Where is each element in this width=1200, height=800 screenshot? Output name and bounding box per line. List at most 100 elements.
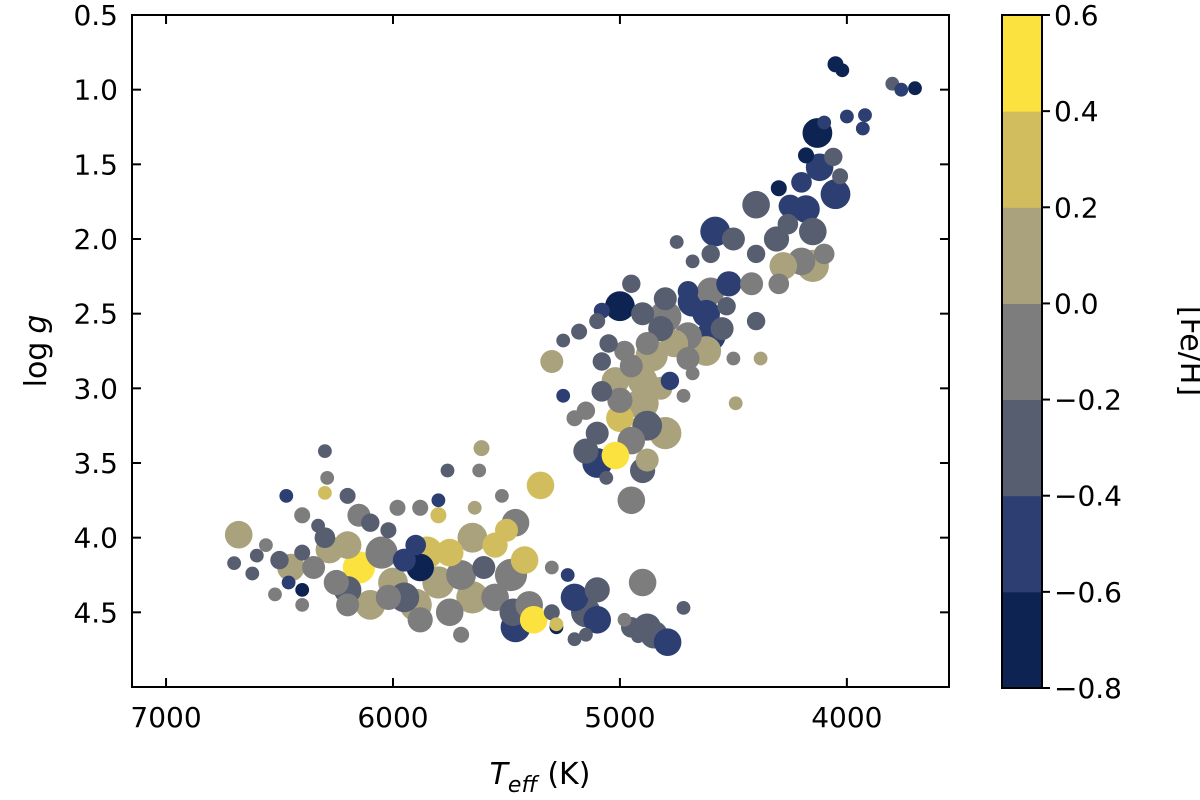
star-point xyxy=(380,522,397,539)
colorbar-bins xyxy=(1002,15,1042,689)
star-point xyxy=(653,287,677,311)
star-point xyxy=(589,313,606,330)
star-point xyxy=(342,551,375,584)
star-point xyxy=(560,583,589,612)
colorbar-bin xyxy=(1002,303,1042,401)
y-tick-label: 0.5 xyxy=(73,0,118,32)
star-point xyxy=(318,486,332,500)
star-point xyxy=(631,629,645,644)
star-point xyxy=(605,291,635,322)
colorbar-tick-label: −0.4 xyxy=(1054,480,1122,513)
star-point xyxy=(333,531,362,559)
star-point xyxy=(894,82,909,97)
star-point xyxy=(544,560,559,575)
colorbar-bin xyxy=(1002,591,1042,689)
star-point xyxy=(721,227,745,251)
star-point xyxy=(717,297,736,316)
x-tick-label: 5000 xyxy=(584,701,655,734)
x-tick-label: 7000 xyxy=(130,701,201,734)
star-point xyxy=(567,632,582,647)
star-point xyxy=(599,471,614,485)
star-point xyxy=(435,598,464,627)
y-axis-title-main: log xyxy=(19,342,54,388)
star-point xyxy=(389,499,406,516)
star-point xyxy=(295,598,310,612)
star-point xyxy=(676,388,691,403)
star-point xyxy=(813,243,835,265)
star-point xyxy=(685,254,700,269)
star-point xyxy=(510,546,539,574)
star-point xyxy=(628,568,657,597)
star-point xyxy=(467,500,482,515)
star-point xyxy=(606,404,634,433)
star-point xyxy=(543,604,560,621)
star-point xyxy=(635,448,659,472)
star-point xyxy=(631,302,655,326)
star-point xyxy=(375,584,401,611)
colorbar-label: [Fe/H] xyxy=(1173,306,1200,396)
star-point xyxy=(701,244,720,264)
star-point xyxy=(740,272,764,296)
colorbar-ticks: 0.6 0.4 0.2 0.0 −0.2 −0.4 −0.6 −0.8 xyxy=(1042,0,1122,705)
star-point xyxy=(653,628,682,656)
star-point xyxy=(318,444,332,458)
star-point xyxy=(320,471,335,485)
star-point xyxy=(473,440,490,457)
star-point xyxy=(778,194,802,218)
star-point xyxy=(768,273,790,295)
y-axis-title-var: g xyxy=(19,315,54,334)
star-point xyxy=(430,507,447,524)
star-point xyxy=(407,607,433,633)
star-point xyxy=(361,513,380,532)
star-point xyxy=(294,507,311,524)
star-point xyxy=(770,180,787,197)
star-point xyxy=(676,347,700,370)
star-point xyxy=(832,168,849,185)
star-point xyxy=(692,299,720,328)
star-point xyxy=(710,317,734,341)
plot-frame xyxy=(131,14,950,688)
star-point xyxy=(540,350,564,373)
star-point xyxy=(676,601,691,615)
star-point xyxy=(746,244,766,264)
star-point xyxy=(835,63,850,78)
star-point xyxy=(660,371,680,391)
y-tick-label: 3.0 xyxy=(73,372,118,405)
star-point xyxy=(858,108,872,122)
y-tick-label: 3.5 xyxy=(73,447,118,480)
star-point xyxy=(908,81,922,96)
star-point xyxy=(592,352,611,371)
star-point xyxy=(573,438,599,464)
star-point xyxy=(472,463,487,478)
star-point xyxy=(591,381,613,402)
star-point xyxy=(855,121,870,136)
colorbar-tick-label: −0.2 xyxy=(1054,384,1122,417)
star-point xyxy=(526,471,555,500)
colorbar-bin xyxy=(1002,207,1042,304)
colorbar: 0.6 0.4 0.2 0.0 −0.2 −0.4 −0.6 −0.8 [Fe/H] xyxy=(1001,0,1200,705)
star-point xyxy=(579,627,593,642)
star-point xyxy=(677,281,699,302)
star-point xyxy=(601,441,630,470)
star-point xyxy=(431,493,446,508)
star-point xyxy=(583,606,611,634)
y-tick-label: 2.5 xyxy=(73,298,118,331)
star-point xyxy=(777,213,799,235)
star-point xyxy=(769,252,798,280)
star-point xyxy=(302,556,326,579)
y-axis-title: log g xyxy=(19,315,54,388)
star-point xyxy=(798,147,814,164)
star-point xyxy=(635,332,659,355)
star-point xyxy=(412,499,429,516)
star-point xyxy=(457,522,488,553)
star-point xyxy=(599,334,618,353)
star-point xyxy=(495,489,509,503)
star-point xyxy=(435,538,464,567)
x-tick-label: 6000 xyxy=(357,701,428,734)
star-point xyxy=(295,583,310,597)
star-point xyxy=(622,274,641,293)
colorbar-tick-label: −0.8 xyxy=(1054,672,1122,705)
star-point xyxy=(617,486,646,515)
star-point xyxy=(323,569,349,596)
